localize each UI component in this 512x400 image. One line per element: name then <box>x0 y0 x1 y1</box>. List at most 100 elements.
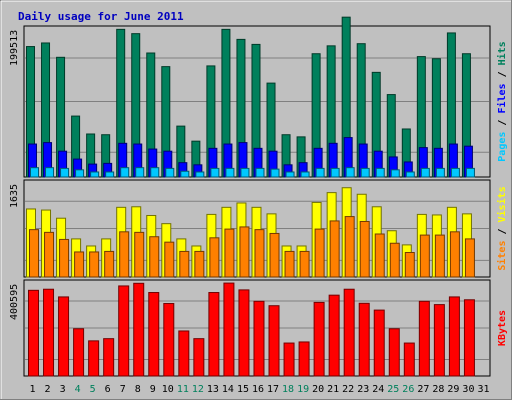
bar-kbytes-kbytes-day-1 <box>28 289 39 377</box>
ylabel-part: Files <box>496 83 508 113</box>
bar-kbytes-kbytes-day-27 <box>418 300 430 377</box>
ylabel-separator: / <box>497 222 508 240</box>
bar-hits-pages-day-7 <box>120 167 130 178</box>
x-tick-label: 19 <box>297 384 309 395</box>
panel-kbytes-ylabel: KBytes <box>497 310 508 346</box>
bar-kbytes-kbytes-day-11 <box>178 330 190 377</box>
ylabel-separator: / <box>497 114 508 132</box>
bar-hits-pages-day-4 <box>75 169 85 178</box>
bar-kbytes-kbytes-day-26 <box>403 342 415 377</box>
x-tick-label: 16 <box>252 384 264 395</box>
bar-kbytes-kbytes-day-14 <box>223 282 235 377</box>
bar-visits-sites-day-15 <box>239 226 250 278</box>
bar-kbytes-kbytes-day-4 <box>73 328 85 377</box>
panel-hits: 199513 Pages / Files / Hits <box>9 16 508 178</box>
bar-kbytes-kbytes-day-8 <box>133 282 145 377</box>
bar-visits-sites-day-24 <box>374 233 385 278</box>
chart-panels: 199513 Pages / Files / Hits 1635 Sites / Vi… <box>9 16 508 377</box>
bar-visits-sites-day-25 <box>389 242 400 278</box>
bar-visits-sites-day-28 <box>434 234 445 278</box>
bar-kbytes-kbytes-day-17 <box>268 305 280 377</box>
bar-kbytes-kbytes-day-21 <box>328 294 340 377</box>
bar-visits-sites-day-18 <box>284 250 295 278</box>
x-tick-label: 13 <box>207 384 219 395</box>
bar-hits-pages-day-24 <box>375 167 385 178</box>
bar-visits-sites-day-14 <box>224 228 235 278</box>
x-tick-labels: 1 2 3 4 5 6 7 8 9 10 11 12 13 14 15 16 17 18 19 20 21 22 23 24 2… <box>30 384 490 395</box>
x-tick-label: 28 <box>432 384 444 395</box>
bar-visits-sites-day-29 <box>449 231 460 278</box>
x-tick-label: 31 <box>477 384 489 395</box>
x-tick-label: 5 <box>90 384 96 395</box>
ylabel-part: Pages <box>497 132 508 162</box>
bar-visits-sites-day-21 <box>329 220 340 278</box>
bar-kbytes-kbytes-day-16 <box>253 300 265 377</box>
bar-hits-pages-day-22 <box>345 167 355 178</box>
ylabel-part: Hits <box>496 41 508 65</box>
bar-hits-pages-day-14 <box>225 167 235 178</box>
bar-visits-sites-day-9 <box>149 236 160 278</box>
bar-kbytes-kbytes-day-25 <box>388 328 400 377</box>
bar-hits-pages-day-17 <box>270 168 280 178</box>
bar-visits-sites-day-16 <box>254 229 265 278</box>
bar-hits-pages-day-25 <box>390 169 400 178</box>
bar-hits-pages-day-21 <box>330 167 340 178</box>
x-tick-label: 30 <box>462 384 474 395</box>
x-tick-label: 7 <box>120 384 126 395</box>
chart-title: Daily usage for June 2011 <box>18 10 184 23</box>
panel-visits-ymax-label: 1635 <box>9 184 20 208</box>
panel-kbytes: 400595 KBytes <box>9 279 508 377</box>
x-tick-label: 20 <box>312 384 324 395</box>
bar-hits-pages-day-2 <box>45 167 55 178</box>
bar-kbytes-kbytes-day-18 <box>283 342 295 377</box>
x-tick-label: 18 <box>282 384 294 395</box>
bar-visits-sites-day-5 <box>89 251 100 278</box>
bar-kbytes-kbytes-day-29 <box>448 296 460 377</box>
panel-visits-ylabel: Sites / Visits <box>496 186 508 270</box>
x-tick-label: 26 <box>402 384 414 395</box>
bar-hits-pages-day-19 <box>300 171 310 178</box>
x-tick-label: 17 <box>267 384 279 395</box>
bar-kbytes-kbytes-day-3 <box>58 296 70 377</box>
x-tick-label: 23 <box>357 384 369 395</box>
bar-hits-pages-day-23 <box>360 167 370 178</box>
bar-visits-sites-day-3 <box>59 238 70 278</box>
bar-kbytes-kbytes-day-7 <box>118 285 130 377</box>
bar-hits-pages-day-27 <box>420 167 430 178</box>
x-tick-label: 10 <box>162 384 174 395</box>
bar-hits-pages-day-30 <box>465 167 475 178</box>
bar-kbytes-kbytes-day-20 <box>313 301 325 377</box>
bar-visits-sites-day-30 <box>464 238 475 278</box>
bar-visits-sites-day-6 <box>104 250 115 278</box>
bar-kbytes-kbytes-day-13 <box>208 292 220 377</box>
x-tick-label: 1 <box>30 384 36 395</box>
bar-hits-pages-day-12 <box>195 171 205 178</box>
bar-visits-sites-day-19 <box>299 250 310 278</box>
x-tick-label: 12 <box>192 384 204 395</box>
x-tick-label: 14 <box>222 384 234 395</box>
bar-kbytes-kbytes-day-30 <box>463 299 475 377</box>
x-tick-label: 11 <box>177 384 189 395</box>
ylabel-part: Sites <box>496 241 508 271</box>
bar-hits-pages-day-29 <box>450 167 460 178</box>
x-tick-label: 6 <box>105 384 111 395</box>
bar-kbytes-kbytes-day-2 <box>43 288 55 377</box>
bar-hits-pages-day-16 <box>255 167 265 178</box>
bar-kbytes-kbytes-day-19 <box>298 341 310 377</box>
bar-kbytes-kbytes-day-15 <box>238 289 250 377</box>
bar-visits-sites-day-22 <box>344 216 355 278</box>
bar-hits-pages-day-6 <box>105 171 115 178</box>
bar-visits-sites-day-10 <box>164 241 175 278</box>
panel-visits: 1635 Sites / Visits <box>9 179 508 278</box>
x-tick-label: 27 <box>417 384 429 395</box>
bar-kbytes-kbytes-day-9 <box>148 292 160 377</box>
bar-kbytes-kbytes-day-24 <box>373 309 385 377</box>
bar-hits-pages-day-13 <box>210 167 220 178</box>
bar-kbytes-kbytes-day-6 <box>103 338 115 377</box>
bar-kbytes-kbytes-day-22 <box>343 288 355 377</box>
x-tick-label: 21 <box>327 384 339 395</box>
bar-visits-sites-day-27 <box>419 234 430 278</box>
x-tick-label: 29 <box>447 384 459 395</box>
bar-kbytes-kbytes-day-12 <box>193 338 205 377</box>
panel-hits-ylabel: Pages / Files / Hits <box>496 41 508 161</box>
